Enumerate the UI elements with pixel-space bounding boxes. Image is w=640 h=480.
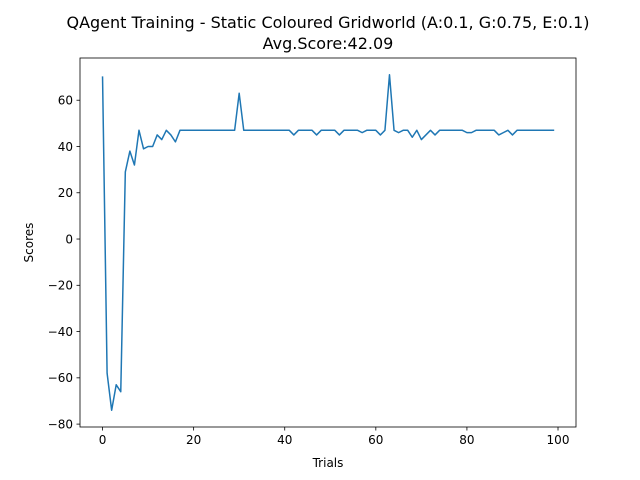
y-tick-label: 20 <box>58 186 73 200</box>
x-tick-label: 20 <box>186 433 201 447</box>
series-line <box>101 74 555 411</box>
chart-subtitle: Avg.Score:42.09 <box>263 34 394 53</box>
x-tick-label: 80 <box>459 433 474 447</box>
plot-frame <box>79 57 577 428</box>
x-tick-label: 40 <box>277 433 292 447</box>
y-tick-label: 40 <box>58 140 73 154</box>
x-tick-label: 0 <box>99 433 107 447</box>
y-tick-label: −20 <box>48 279 73 293</box>
x-tick-label: 100 <box>547 433 570 447</box>
tick-group: 0 20 40 60 80 100 60 40 20 0 −20 −40 −60 −80 <box>48 94 570 447</box>
y-tick-label: −40 <box>48 325 73 339</box>
x-axis-label: Trials <box>312 456 344 470</box>
plot-area <box>80 58 576 427</box>
y-tick-label: 0 <box>65 232 73 246</box>
y-tick-label: −80 <box>48 417 73 431</box>
y-axis-label: Scores <box>22 223 36 263</box>
y-tick-label: −60 <box>48 371 73 385</box>
y-tick-label: 60 <box>58 94 73 108</box>
chart-title: QAgent Training - Static Coloured Gridwo… <box>66 13 589 32</box>
x-tick-label: 60 <box>368 433 383 447</box>
